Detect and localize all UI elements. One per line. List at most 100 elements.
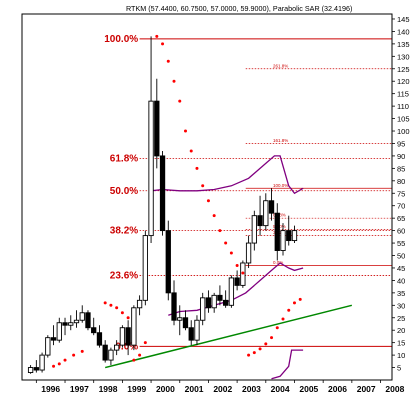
candle-body [27, 367, 34, 373]
candle-body [245, 242, 252, 264]
y-axis-tick-label: 85 [397, 164, 405, 173]
sar-dot [212, 214, 216, 218]
candle-body [222, 299, 229, 306]
y-axis-tick-label: 90 [397, 152, 405, 161]
fib-level-label: 50.0% [110, 186, 138, 197]
sar-dot [189, 149, 193, 153]
candle-body [45, 337, 51, 356]
x-axis-tick-label: 1999 [127, 384, 146, 394]
sar-dot [235, 263, 239, 267]
y-axis-tick-label: 125 [397, 65, 410, 74]
y-axis-tick-label: 80 [397, 177, 405, 186]
axes-layer: 5 10 15 20 25 30 35 40 45 50 55 60 65 70 75 80 85 90 95 100… [21, 13, 410, 394]
sar-dot [292, 301, 296, 305]
candle-body [159, 155, 166, 232]
candle-body [205, 297, 212, 309]
x-axis-tick-label: 2004 [271, 384, 290, 394]
sar-dot [57, 362, 61, 366]
candle-body [79, 312, 85, 321]
y-axis-tick-label: 25 [397, 314, 405, 323]
band-lower-line [168, 262, 304, 316]
fib-level-label: 38.2% [110, 226, 138, 237]
sar-dot [247, 353, 251, 357]
candle-body [148, 100, 154, 237]
sar-dot [252, 351, 256, 355]
y-axis-tick-label: 60 [397, 227, 405, 236]
sar-dot [138, 353, 142, 357]
sar-dot [281, 317, 285, 321]
fib-level-label: 61.8% [110, 153, 138, 164]
candle-body [217, 294, 223, 301]
x-axis-tick-label: 2007 [357, 384, 376, 394]
candle-body [194, 319, 200, 341]
trendline [104, 304, 353, 369]
band-bottom-line [271, 349, 304, 380]
y-axis-tick-label: 40 [397, 276, 405, 285]
sar-dot [132, 358, 136, 362]
sar-dot [172, 79, 176, 83]
x-axis-tick-label: 1996 [41, 384, 60, 394]
y-axis-tick-label: 95 [397, 139, 405, 148]
sar-dot [218, 229, 222, 233]
sar-dot [63, 358, 67, 362]
x-axis-tick-label: 2008 [385, 384, 404, 394]
marks-layer [27, 34, 302, 374]
sar-dot [80, 349, 84, 353]
y-axis-tick-label: 15 [397, 339, 405, 348]
x-axis-tick-label: 1997 [70, 384, 89, 394]
plot-frame [21, 13, 393, 381]
candle-body [286, 230, 292, 242]
sar-dot [270, 336, 274, 340]
sar-dot [120, 311, 124, 315]
y-axis-tick-label: 130 [397, 52, 410, 61]
y-axis-tick-label: 10 [397, 351, 405, 360]
sar-dot [103, 301, 107, 305]
band-upper-line [151, 155, 304, 195]
candle-body [33, 367, 39, 371]
sar-dot [155, 34, 159, 38]
candle-body [154, 100, 160, 157]
candle-body [131, 307, 137, 346]
candle-body [182, 317, 189, 329]
candle-body [280, 230, 286, 251]
sar-dot [195, 166, 199, 170]
sar-dot [161, 42, 165, 46]
sar-dot [287, 308, 291, 312]
candle-body [228, 277, 235, 306]
candle-body [68, 322, 74, 326]
sar-dot [298, 297, 302, 301]
candle-body [85, 312, 91, 329]
sar-dot [241, 271, 245, 275]
candle-body [257, 215, 263, 227]
y-axis-tick-label: 5 [397, 364, 401, 373]
sar-dot [264, 342, 268, 346]
candle-body [114, 344, 120, 351]
x-axis-tick-label: 1998 [99, 384, 118, 394]
y-axis-tick-label: 110 [397, 102, 409, 111]
candle-body [177, 317, 183, 321]
y-axis-tick-label: 70 [397, 202, 405, 211]
sar-dot [115, 306, 119, 310]
projection-level-label: 161.8% [273, 138, 288, 143]
candle-body [62, 322, 68, 326]
candle-body [56, 322, 62, 341]
candle-body [211, 294, 217, 309]
x-axis-tick-label: 2000 [156, 384, 175, 394]
y-axis-tick-label: 135 [397, 40, 410, 49]
projection-level-label: 0.0% [273, 260, 283, 265]
sar-dot [109, 303, 113, 307]
candle-body [73, 319, 80, 324]
x-axis-tick-label: 2006 [328, 384, 347, 394]
sar-dot [206, 199, 210, 203]
candle-body [263, 200, 269, 227]
sar-dot [166, 59, 170, 63]
candle-body [119, 327, 126, 346]
candle-body [96, 332, 103, 346]
candle-body [291, 230, 298, 242]
y-axis-tick-label: 65 [397, 214, 405, 223]
candle-body [200, 297, 206, 321]
candle-body [142, 235, 148, 301]
y-axis-tick-label: 20 [397, 326, 405, 335]
